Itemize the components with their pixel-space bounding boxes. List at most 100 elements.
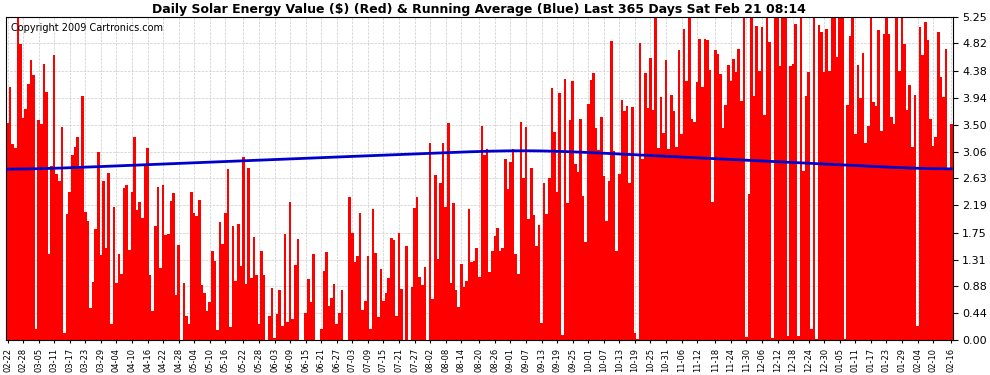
Bar (297, 238, 299, 340)
Bar (740, 100, 742, 340)
Bar (722, 128, 725, 340)
Bar (828, 70, 831, 340)
Bar (89, 308, 92, 340)
Bar (395, 316, 398, 340)
Bar (50, 166, 52, 340)
Bar (906, 111, 909, 340)
Bar (68, 192, 71, 340)
Bar (48, 254, 50, 340)
Bar (930, 119, 932, 340)
Bar (19, 44, 22, 340)
Bar (773, 17, 776, 340)
Bar (712, 202, 714, 340)
Bar (235, 281, 237, 340)
Bar (730, 81, 733, 340)
Bar (203, 293, 206, 340)
Bar (27, 84, 30, 340)
Bar (525, 127, 528, 340)
Bar (102, 181, 105, 340)
Bar (419, 277, 421, 340)
Bar (460, 264, 462, 340)
Bar (727, 65, 730, 341)
Bar (449, 283, 452, 340)
Bar (927, 40, 930, 340)
Bar (245, 284, 248, 340)
Bar (528, 219, 530, 340)
Bar (869, 17, 872, 340)
Bar (670, 95, 672, 340)
Bar (582, 196, 584, 340)
Bar (40, 124, 43, 340)
Bar (597, 150, 600, 340)
Bar (608, 181, 610, 340)
Bar (76, 137, 79, 340)
Bar (6, 123, 9, 340)
Bar (696, 82, 698, 340)
Bar (735, 72, 738, 341)
Bar (486, 149, 488, 340)
Bar (626, 106, 629, 340)
Bar (662, 134, 664, 340)
Bar (678, 50, 680, 340)
Bar (473, 261, 475, 340)
Bar (530, 168, 533, 340)
Bar (249, 278, 252, 340)
Bar (914, 94, 916, 340)
Bar (105, 249, 107, 340)
Bar (587, 104, 590, 340)
Bar (637, 339, 639, 340)
Bar (603, 176, 605, 340)
Bar (872, 102, 875, 340)
Bar (209, 302, 211, 340)
Bar (227, 170, 229, 340)
Bar (846, 105, 848, 340)
Bar (758, 71, 760, 340)
Bar (385, 293, 387, 340)
Bar (714, 50, 717, 340)
Bar (348, 197, 351, 340)
Bar (421, 285, 424, 340)
Bar (434, 175, 437, 340)
Bar (222, 244, 224, 340)
Bar (733, 59, 735, 340)
Bar (424, 267, 427, 340)
Bar (813, 17, 815, 340)
Bar (126, 185, 128, 340)
Bar (416, 196, 419, 340)
Bar (592, 74, 595, 340)
Bar (569, 120, 571, 340)
Bar (268, 316, 270, 340)
Bar (779, 66, 781, 341)
Bar (151, 311, 154, 340)
Bar (156, 187, 159, 340)
Bar (916, 326, 919, 340)
Bar (932, 146, 935, 340)
Bar (831, 17, 834, 340)
Bar (398, 233, 400, 340)
Bar (304, 313, 307, 340)
Bar (885, 17, 888, 340)
Bar (273, 338, 276, 340)
Bar (496, 228, 499, 340)
Bar (781, 17, 784, 340)
Bar (270, 288, 273, 340)
Bar (392, 240, 395, 340)
Bar (704, 39, 706, 340)
Bar (55, 174, 58, 340)
Bar (834, 17, 836, 340)
Bar (543, 183, 545, 340)
Bar (58, 182, 60, 340)
Bar (483, 154, 486, 340)
Bar (901, 17, 903, 340)
Bar (576, 172, 579, 340)
Bar (805, 96, 807, 340)
Bar (903, 44, 906, 340)
Bar (113, 207, 115, 340)
Bar (206, 311, 209, 340)
Bar (470, 262, 473, 340)
Bar (66, 214, 68, 340)
Bar (561, 335, 563, 340)
Bar (590, 80, 592, 340)
Bar (445, 207, 446, 340)
Bar (364, 301, 366, 340)
